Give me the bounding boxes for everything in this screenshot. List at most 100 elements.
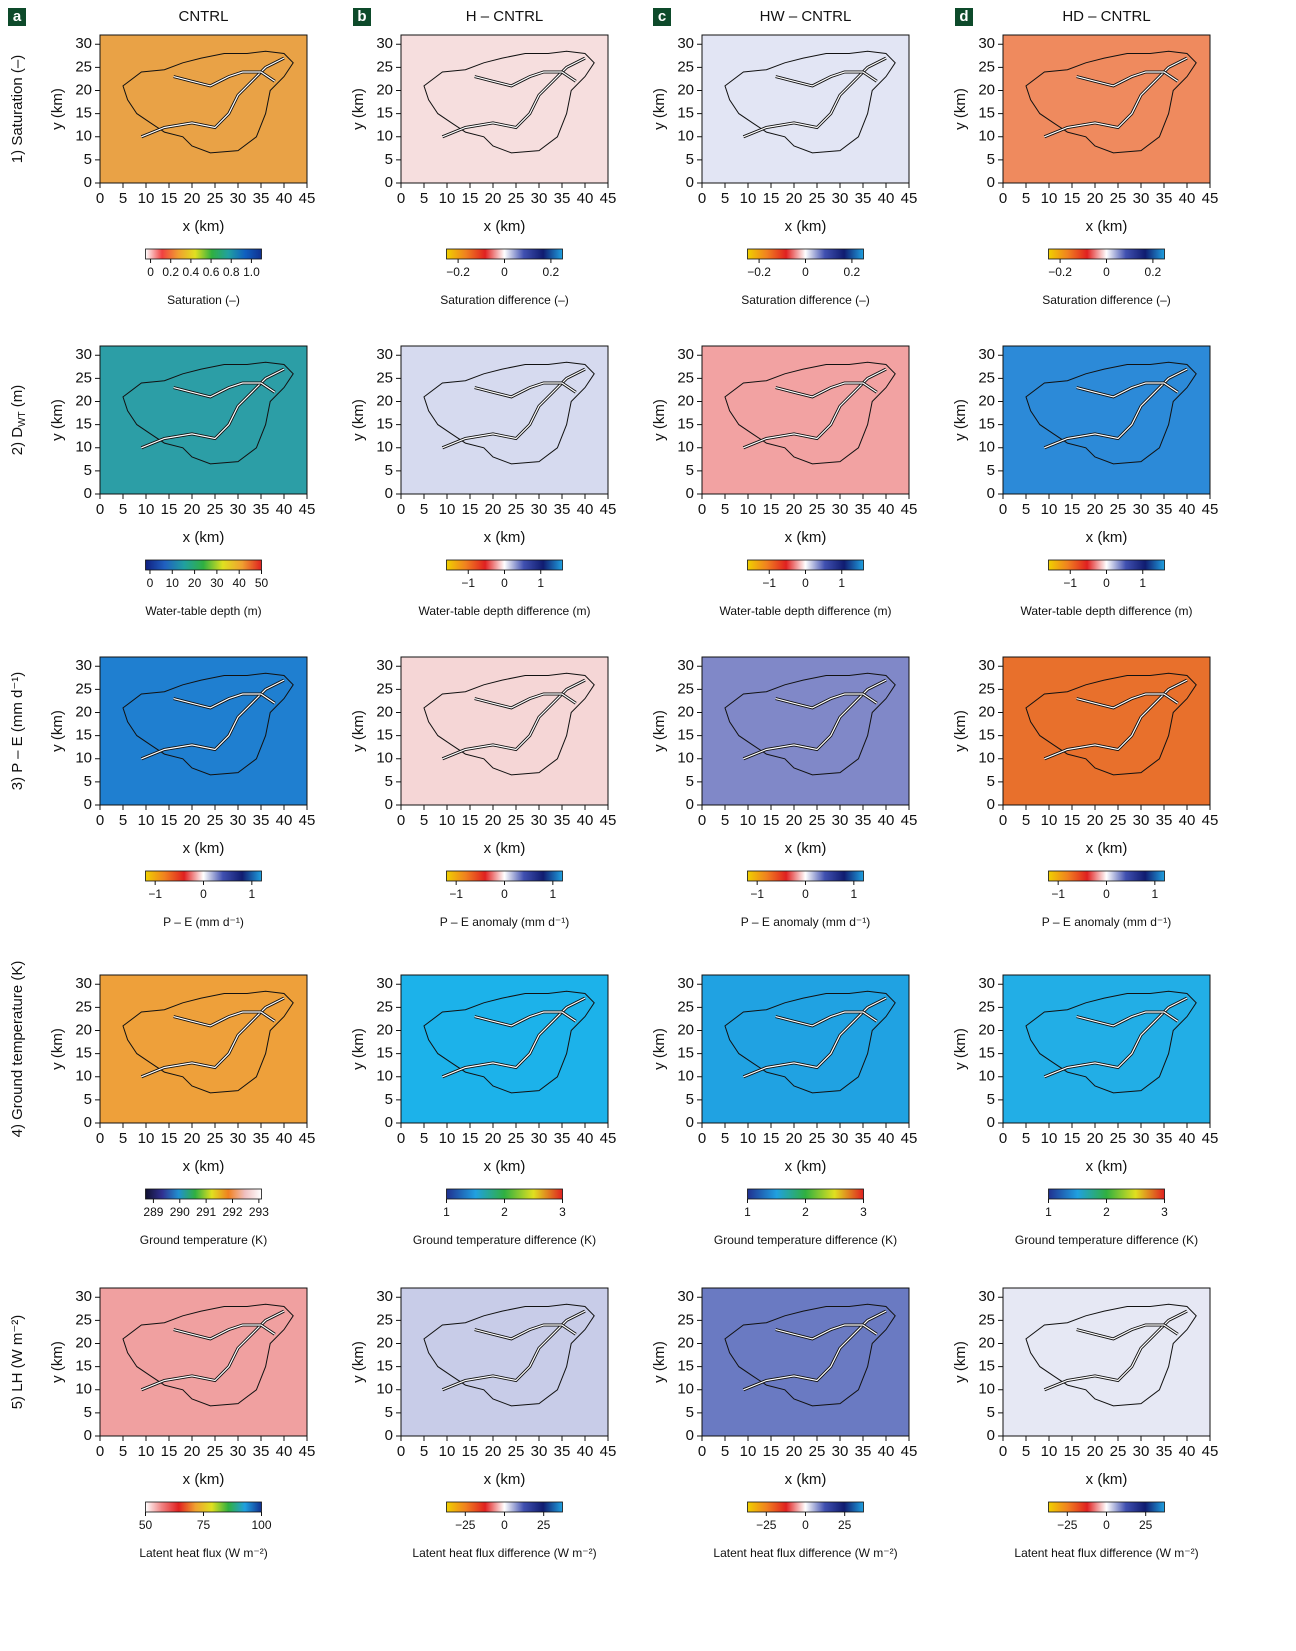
y-tick-label: 30 [75, 657, 92, 674]
y-axis-label: y (km) [350, 1028, 367, 1070]
x-tick-label: 5 [1022, 812, 1030, 829]
y-tick-label: 20 [677, 1334, 694, 1351]
y-tick-label: 15 [75, 1045, 92, 1062]
x-tick-label: 15 [763, 501, 780, 518]
x-tick-label: 40 [1179, 501, 1196, 518]
x-tick-label: 5 [1022, 1130, 1030, 1147]
colorbar-tick-label: 0.2 [844, 265, 861, 279]
y-tick-label: 10 [376, 750, 393, 767]
x-tick-label: 35 [554, 1130, 571, 1147]
y-tick-label: 30 [376, 35, 393, 52]
x-tick-label: 30 [1133, 501, 1150, 518]
x-tick-label: 35 [855, 190, 872, 207]
x-tick-label: 15 [161, 812, 178, 829]
y-tick-label: 20 [677, 392, 694, 409]
x-axis-label: x (km) [484, 840, 526, 857]
y-tick-label: 0 [686, 174, 694, 191]
y-tick-label: 20 [376, 81, 393, 98]
plot-frame [1002, 34, 1211, 184]
y-tick-label: 15 [376, 416, 393, 433]
x-tick-label: 15 [462, 1443, 479, 1460]
y-tick-label: 30 [978, 346, 995, 363]
colorbar-tick-label: −0.2 [747, 265, 771, 279]
colorbar-tick-label: −0.2 [446, 265, 470, 279]
x-tick-label: 30 [832, 1130, 849, 1147]
x-tick-label: 30 [832, 501, 849, 518]
y-tick-label: 0 [84, 1114, 92, 1131]
y-tick-label: 5 [987, 1091, 995, 1108]
y-tick-label: 25 [376, 680, 393, 697]
y-tick-label: 0 [686, 1114, 694, 1131]
x-tick-label: 10 [138, 812, 155, 829]
x-tick-label: 35 [554, 501, 571, 518]
x-tick-label: 25 [207, 812, 224, 829]
x-tick-label: 30 [1133, 1130, 1150, 1147]
river [1076, 382, 1179, 398]
y-tick-label: 30 [677, 346, 694, 363]
x-tick-label: 10 [439, 812, 456, 829]
y-tick-label: 30 [677, 975, 694, 992]
x-tick-label: 0 [999, 190, 1007, 207]
colorbar-tick-label: −1 [461, 576, 475, 590]
y-tick-label: 5 [686, 462, 694, 479]
panel-letter: a [13, 8, 22, 25]
y-axis-label: y (km) [49, 1341, 66, 1383]
y-tick-label: 30 [978, 975, 995, 992]
x-tick-label: 10 [740, 1130, 757, 1147]
y-tick-label: 0 [84, 1427, 92, 1444]
heatmap-field [702, 657, 909, 805]
river [474, 693, 577, 709]
x-tick-label: 25 [809, 501, 826, 518]
x-axis-label: x (km) [484, 529, 526, 546]
colorbar-label: Latent heat flux difference (W m⁻²) [1014, 1546, 1198, 1560]
y-tick-label: 25 [677, 998, 694, 1015]
colorbar [747, 1188, 864, 1200]
x-tick-label: 40 [577, 190, 594, 207]
y-tick-label: 15 [376, 1045, 393, 1062]
x-tick-label: 20 [184, 1443, 201, 1460]
y-tick-label: 0 [385, 485, 393, 502]
y-axis-label: y (km) [651, 1341, 668, 1383]
x-tick-label: 15 [161, 1443, 178, 1460]
colorbar [145, 559, 262, 571]
plot-frame [701, 34, 910, 184]
colorbar-tick-label: 292 [222, 1205, 242, 1219]
x-tick-label: 0 [96, 190, 104, 207]
colorbar-tick-label: −0.2 [1048, 265, 1072, 279]
x-tick-label: 25 [809, 812, 826, 829]
x-tick-label: 5 [119, 1130, 127, 1147]
x-tick-label: 25 [1110, 812, 1127, 829]
y-tick-label: 20 [677, 1021, 694, 1038]
row-label-text: 4) Ground temperature (K) [9, 961, 26, 1138]
y-axis-label: y (km) [350, 88, 367, 130]
x-tick-label: 45 [1202, 1130, 1219, 1147]
y-tick-label: 25 [978, 58, 995, 75]
x-tick-label: 15 [161, 1130, 178, 1147]
x-tick-label: 35 [1156, 1443, 1173, 1460]
x-axis-label: x (km) [183, 1471, 225, 1488]
colorbar-tick-label: −1 [1051, 887, 1065, 901]
y-tick-label: 20 [75, 703, 92, 720]
x-tick-label: 15 [1064, 190, 1081, 207]
y-tick-label: 30 [75, 35, 92, 52]
x-tick-label: 30 [832, 812, 849, 829]
x-tick-label: 5 [420, 1443, 428, 1460]
x-tick-label: 20 [786, 812, 803, 829]
y-tick-label: 10 [677, 1381, 694, 1398]
plot-frame [400, 345, 609, 495]
x-tick-label: 10 [740, 1443, 757, 1460]
x-axis-label: x (km) [183, 218, 225, 235]
colorbar-tick-label: 20 [188, 576, 202, 590]
heatmap-field [1003, 657, 1210, 805]
x-tick-label: 0 [96, 1130, 104, 1147]
y-tick-label: 15 [677, 1358, 694, 1375]
x-tick-label: 10 [439, 501, 456, 518]
y-axis-label: y (km) [350, 1341, 367, 1383]
x-tick-label: 15 [462, 190, 479, 207]
y-tick-label: 0 [987, 174, 995, 191]
x-tick-label: 20 [1087, 1130, 1104, 1147]
x-tick-label: 35 [253, 501, 270, 518]
x-tick-label: 20 [786, 501, 803, 518]
colorbar-tick-label: −1 [762, 576, 776, 590]
